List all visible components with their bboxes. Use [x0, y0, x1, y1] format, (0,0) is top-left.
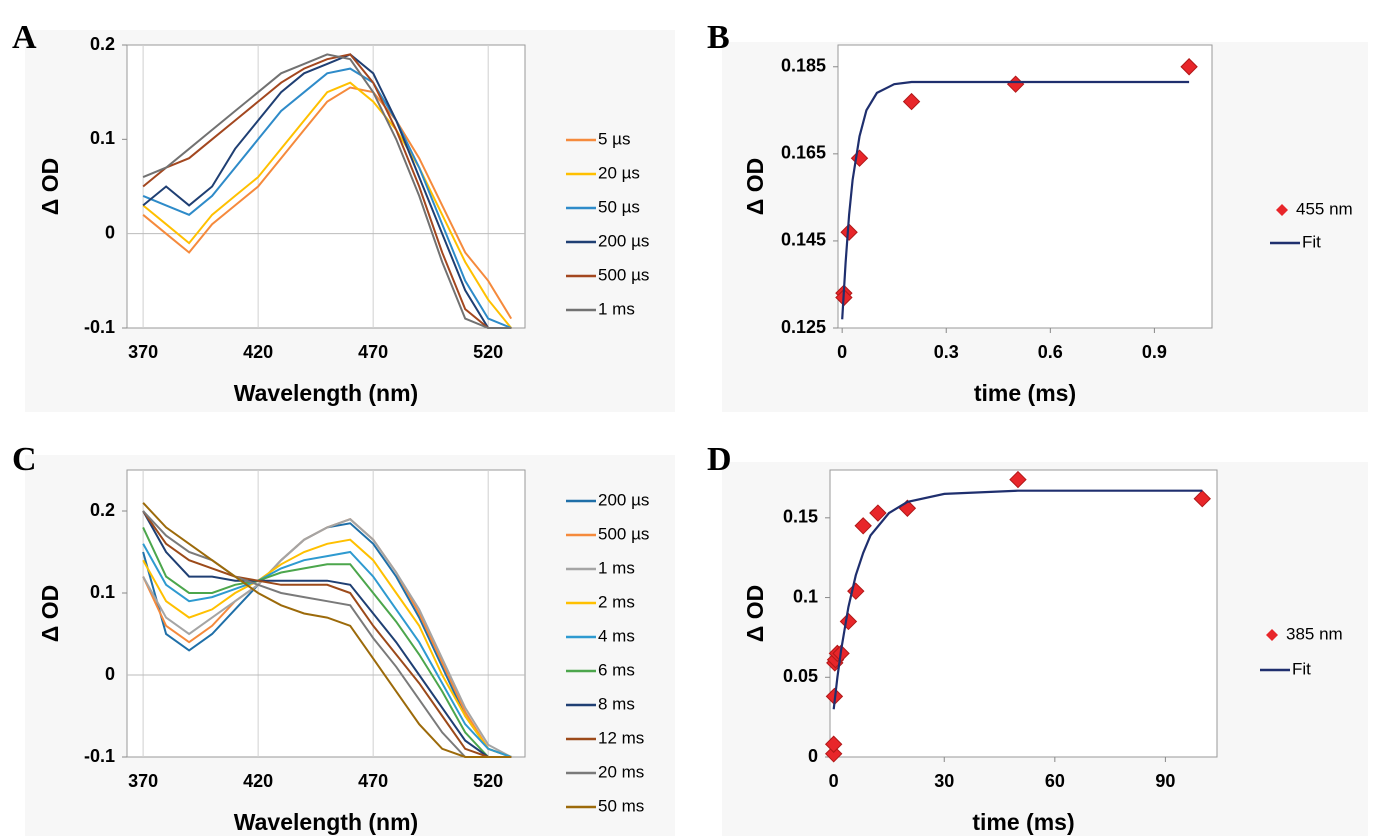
data-point	[824, 745, 843, 763]
data-point	[1180, 58, 1198, 76]
legend-label: Fit	[1302, 232, 1321, 251]
data-point	[824, 735, 843, 753]
data-point	[902, 92, 921, 111]
data-point	[850, 149, 869, 167]
panel-label: C	[12, 441, 37, 478]
data-point	[869, 504, 887, 522]
legend-marker	[1266, 629, 1278, 641]
legend-label: 5 µs	[598, 129, 630, 148]
x-tick-label: 0.6	[1038, 342, 1063, 362]
series-line	[142, 53, 512, 329]
x-axis-title: time (ms)	[974, 380, 1076, 406]
y-tick-label: 0.1	[90, 582, 115, 602]
panel-label: B	[707, 19, 730, 56]
x-tick-label: 370	[128, 771, 158, 791]
x-tick-label: 470	[358, 771, 388, 791]
series-line	[142, 538, 512, 758]
data-point	[854, 517, 872, 535]
y-tick-label: 0.2	[90, 34, 115, 54]
legend-label: 4 ms	[598, 626, 635, 645]
series-line	[142, 526, 512, 758]
legend-label: 2 ms	[598, 592, 635, 611]
panel-label: D	[707, 441, 732, 478]
series-line	[142, 86, 513, 320]
y-axis-title: Δ OD	[742, 585, 768, 642]
x-tick-label: 420	[243, 342, 273, 362]
data-point	[1009, 470, 1027, 489]
series-line	[841, 80, 1190, 320]
series-line	[142, 81, 512, 329]
legend-label: 12 ms	[598, 728, 644, 747]
plot-area	[126, 469, 526, 758]
series-line	[142, 543, 512, 758]
y-tick-label: -0.1	[84, 746, 115, 766]
y-tick-label: 0.15	[783, 507, 818, 527]
legend-label: 500 µs	[598, 265, 649, 284]
legend-label: 200 µs	[598, 231, 649, 250]
data-point	[847, 582, 865, 600]
x-tick-label: 370	[128, 342, 158, 362]
x-axis-title: time (ms)	[972, 809, 1074, 835]
x-tick-label: 520	[473, 342, 503, 362]
y-tick-label: 0	[808, 746, 818, 766]
x-tick-label: 470	[358, 342, 388, 362]
y-tick-label: 0.125	[781, 317, 826, 337]
y-tick-label: 0.165	[781, 143, 826, 163]
y-axis-title: Δ OD	[37, 585, 63, 642]
legend-label: 8 ms	[598, 694, 635, 713]
x-tick-label: 30	[934, 771, 954, 791]
x-axis-title: Wavelength (nm)	[234, 809, 418, 835]
legend-label: 455 nm	[1296, 199, 1353, 218]
legend-label: 200 µs	[598, 490, 649, 509]
x-tick-label: 520	[473, 771, 503, 791]
x-tick-label: 60	[1045, 771, 1065, 791]
plot-area	[837, 44, 1213, 329]
y-axis-title: Δ OD	[742, 158, 768, 215]
x-axis-title: Wavelength (nm)	[234, 380, 418, 406]
plot-area	[126, 44, 526, 329]
series-line	[142, 67, 512, 329]
legend-label: 20 µs	[598, 163, 640, 182]
x-tick-label: 0	[829, 771, 839, 791]
legend-label: 6 ms	[598, 660, 635, 679]
legend-label: 385 nm	[1286, 624, 1343, 643]
y-tick-label: 0.1	[90, 128, 115, 148]
legend-label: 500 µs	[598, 524, 649, 543]
y-tick-label: 0.185	[781, 56, 826, 76]
series-line	[142, 510, 512, 758]
y-tick-label: 0	[105, 222, 115, 242]
legend-label: 1 ms	[598, 558, 635, 577]
y-tick-label: 0.1	[793, 586, 818, 606]
panel-label: A	[12, 19, 37, 56]
legend-label: Fit	[1292, 659, 1311, 678]
x-tick-label: 0.9	[1142, 342, 1167, 362]
data-point	[840, 223, 858, 241]
series-line	[832, 489, 1203, 710]
legend-label: 50 µs	[598, 197, 640, 216]
legend-label: 20 ms	[598, 762, 644, 781]
series-line	[142, 502, 512, 758]
y-tick-label: 0	[105, 664, 115, 684]
y-tick-label: 0.145	[781, 230, 826, 250]
series-line	[142, 53, 512, 329]
legend-marker	[1276, 204, 1288, 216]
legend-label: 50 ms	[598, 796, 644, 815]
x-tick-label: 90	[1155, 771, 1175, 791]
plot-area	[829, 469, 1218, 758]
legend-label: 1 ms	[598, 299, 635, 318]
x-tick-label: 0	[837, 342, 847, 362]
data-point	[1193, 489, 1211, 508]
series-line	[142, 510, 512, 758]
series-line	[142, 510, 512, 758]
y-tick-label: -0.1	[84, 317, 115, 337]
series-line	[142, 518, 512, 758]
x-tick-label: 0.3	[934, 342, 959, 362]
y-tick-label: 0.2	[90, 500, 115, 520]
y-tick-label: 0.05	[783, 666, 818, 686]
series-line	[142, 53, 512, 329]
x-tick-label: 420	[243, 771, 273, 791]
y-axis-title: Δ OD	[37, 158, 63, 215]
